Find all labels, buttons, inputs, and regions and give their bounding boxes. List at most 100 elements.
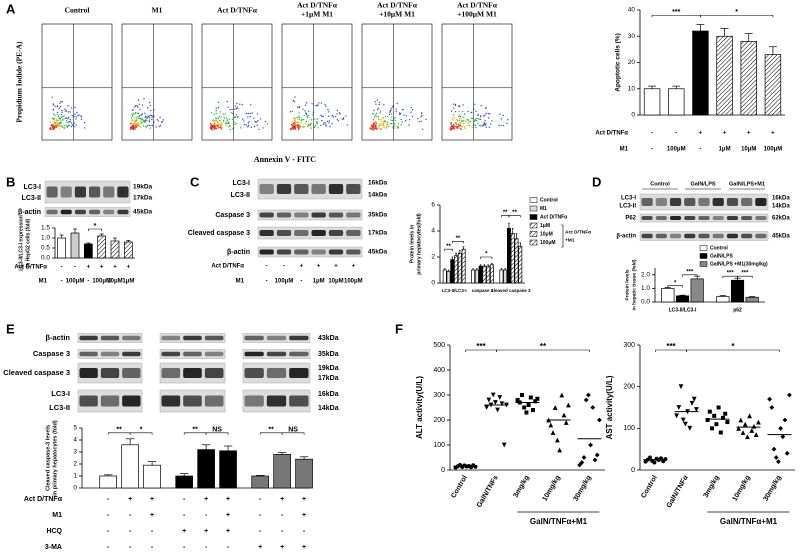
point [776,459,781,465]
point [689,400,695,406]
flow-dot [247,116,249,118]
flow-dot [60,121,62,123]
point [528,395,533,400]
flow-dot [230,111,232,114]
flow-dot [226,100,228,103]
point [588,442,593,448]
point [784,450,790,456]
legend-swatch [699,253,708,259]
flow-dot [54,114,56,117]
blot-band [276,212,292,218]
y-axis-label: Protein levels [624,269,630,301]
y-tick-label: 500 [433,342,445,349]
blot-band [641,233,653,239]
flow-dot [132,128,134,130]
point [751,423,757,429]
flow-dot [219,126,221,129]
flow-dot [372,118,375,121]
blot-band [669,216,682,220]
flow-dot [459,118,461,120]
point [676,405,682,410]
point [694,407,699,412]
flow-dot [381,123,384,126]
flow-dot [65,125,68,127]
flow-dot [307,123,309,126]
blot-band [289,368,309,378]
y-tick-label: 6 [431,202,435,209]
flow-dot [459,116,462,118]
flow-dot [299,106,301,108]
flow-dot [239,103,241,105]
blot-band [294,212,309,218]
flow-dot [321,115,323,118]
flow-dot [329,125,331,128]
panel-letter: C [190,174,200,189]
flow-dot [291,127,293,129]
blot-label: 14kDa [318,405,339,412]
flow-dot [386,126,388,128]
flow-dot [298,127,300,129]
flow-dot [216,117,218,120]
flow-dot [299,116,301,119]
blot-band [328,212,344,218]
flow-title: Act D/TNFα [217,6,258,15]
flow-dot [481,125,483,127]
flow-dot [135,125,137,128]
blot-band [204,335,224,341]
flow-dot [380,124,382,126]
flow-dot [215,126,217,128]
flow-dot [225,125,227,127]
flow-dot [224,113,226,115]
flow-dot [65,110,68,112]
legend-label: 10μM [540,231,553,237]
group-label: p62 [733,307,742,313]
blot-label: LC3-II [619,204,636,210]
flow-dot [140,126,142,129]
sig-label: ** [456,236,461,242]
row-cell: + [771,131,775,137]
flow-dot [499,113,501,115]
flow-dot [483,115,485,117]
flow-dot [322,115,324,117]
flow-dot [235,114,237,116]
row-cell: + [113,265,117,271]
point [749,428,755,433]
flow-dot [395,110,397,113]
bar [474,269,479,284]
flow-dot [396,102,398,105]
flow-dot [220,125,222,128]
row-cell: - [87,279,89,285]
flow-dot [331,115,334,117]
flow-title: Act D/TNFα [297,1,338,10]
flow-dot [211,129,213,131]
row-cell: + [302,496,306,503]
flow-dot [147,107,149,109]
flow-dot [139,117,141,120]
blot-band [103,186,115,198]
flow-dot [480,116,482,118]
flow-dot [236,102,238,105]
flow-dot [386,121,389,124]
flow-dot [459,127,461,130]
point [581,455,587,460]
point [533,399,538,404]
blot-band [259,212,274,218]
bar [690,278,704,303]
flow-dot [211,127,213,129]
flow-dot [377,116,379,119]
flow-dot [146,117,148,120]
flow-dot [373,122,376,124]
flow-dot [460,121,462,124]
flow-dot [500,124,502,127]
flow-dot [52,124,54,126]
blot-strip [257,209,363,221]
point [778,425,783,431]
panel-letter: D [592,174,601,189]
point [493,400,498,405]
flow-dot [389,111,391,113]
sig-bracket [129,432,153,435]
flow-dot [149,104,151,107]
blot-strip [242,333,311,343]
row-cell: + [280,496,284,503]
bar [121,444,139,489]
